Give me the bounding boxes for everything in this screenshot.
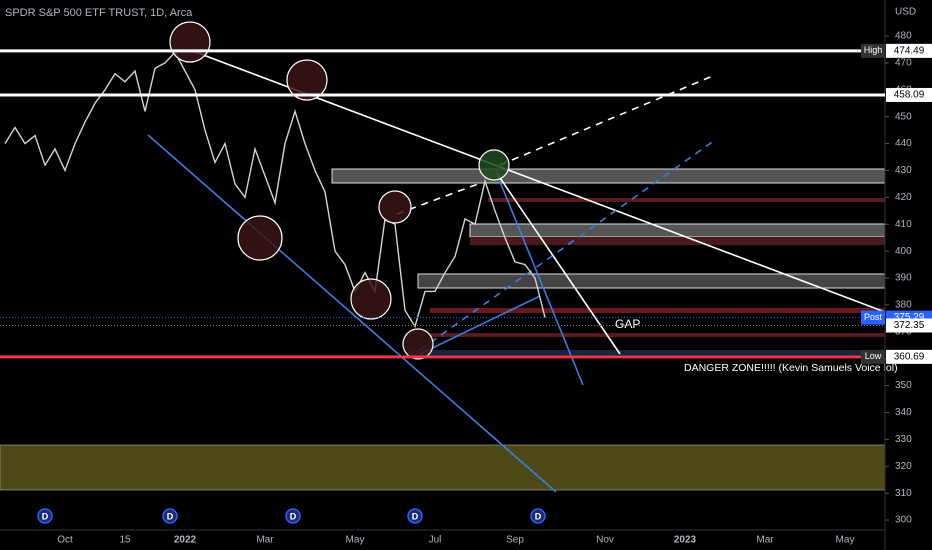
y-tick-label: 310 [895, 488, 912, 499]
trend-line [419, 139, 716, 351]
zone-red [470, 237, 885, 245]
x-tick-label: Nov [596, 535, 614, 546]
x-tick-label: Oct [57, 535, 73, 546]
currency: USD [895, 7, 916, 18]
zone [0, 444, 886, 491]
x-tick-label: Mar [756, 535, 774, 546]
y-tick-label: 450 [895, 111, 912, 122]
dividend-marker [162, 508, 178, 524]
price-line [4, 50, 546, 329]
dividend-label: D [535, 511, 542, 521]
y-tick-label: 390 [895, 273, 912, 284]
dividend-marker [407, 508, 423, 524]
dividend-label: D [290, 511, 297, 521]
dividend-label: D [412, 511, 419, 521]
trend-line [495, 171, 584, 386]
x-tick-label: May [836, 535, 855, 546]
annotation: GAP [615, 317, 640, 331]
x-tick-label: Mar [256, 535, 274, 546]
zone-blue [410, 350, 885, 355]
y-tick-label: 320 [895, 461, 912, 472]
trend-line [147, 134, 557, 493]
dividend-label: D [167, 511, 174, 521]
dividend-marker [37, 508, 53, 524]
y-tick-label: 350 [895, 380, 912, 391]
marker-circle [350, 278, 392, 320]
level-value: 372.35 [894, 320, 925, 331]
level-value: 474.49 [894, 45, 925, 56]
x-tick-label: May [346, 535, 365, 546]
x-tick-label: 2022 [174, 535, 197, 546]
zone-red [430, 333, 885, 337]
y-tick-label: 420 [895, 192, 912, 203]
marker-circle [378, 190, 412, 224]
y-tick-label: 430 [895, 165, 912, 176]
x-tick-label: 2023 [674, 535, 697, 546]
level-value: 360.69 [894, 351, 925, 362]
zone-red [430, 308, 885, 313]
trend-line [419, 295, 541, 355]
level-tag: Post [864, 312, 883, 322]
y-tick-label: 340 [895, 407, 912, 418]
level-value: 375.29 [894, 312, 925, 323]
y-tick-label: 400 [895, 246, 912, 257]
trend-line [495, 171, 621, 355]
dividend-marker [530, 508, 546, 524]
x-tick-label: Sep [506, 535, 524, 546]
level-tag-box [861, 310, 885, 325]
x-tick-label: Jul [429, 535, 442, 546]
level-tag-box [886, 349, 932, 364]
marker-circle [169, 21, 211, 63]
level-tag: Low [865, 351, 882, 361]
y-tick-label: 440 [895, 138, 912, 149]
price-layer [4, 50, 546, 329]
y-tick-label: 380 [895, 300, 912, 311]
y-tick-label: 410 [895, 219, 912, 230]
zone-red [488, 198, 885, 202]
y-tick-label: 330 [895, 434, 912, 445]
marker-circle [478, 149, 510, 181]
annotation: DANGER ZONE!!!!! (Kevin Samuels Voice lo… [684, 362, 898, 374]
chart-title: SPDR S&P 500 ETF TRUST, 1D, Arca [5, 7, 193, 19]
dividend-label: D [42, 511, 49, 521]
marker-circle [286, 59, 328, 101]
level-tag-box [861, 43, 885, 58]
level-tag-box [886, 43, 932, 58]
level-tag-box [886, 87, 932, 102]
level-tag: High [864, 45, 883, 55]
marker-circle [402, 328, 434, 360]
zone-box [331, 168, 886, 184]
level-tag-box [886, 318, 932, 333]
x-tick-label: 15 [119, 535, 131, 546]
y-tick-label: 480 [895, 31, 912, 42]
y-tick-label: 470 [895, 58, 912, 69]
marker-circle [237, 215, 283, 261]
level-value: 458.09 [894, 90, 925, 101]
level-tag-box [861, 349, 885, 364]
dividend-marker [285, 508, 301, 524]
y-tick-label: 300 [895, 515, 912, 526]
